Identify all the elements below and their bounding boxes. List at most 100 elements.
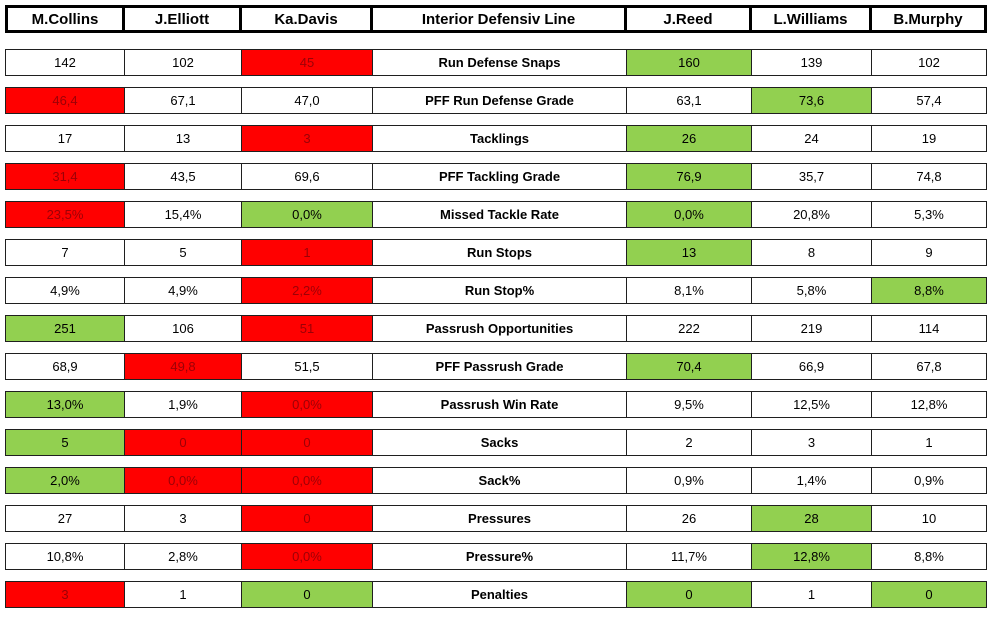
stat-value-cell: 0,0% bbox=[242, 201, 373, 228]
stat-label: Tacklings bbox=[373, 125, 627, 152]
stat-label: PFF Passrush Grade bbox=[373, 353, 627, 380]
stat-value-cell: 0 bbox=[242, 429, 373, 456]
stat-value-cell: 8,8% bbox=[872, 277, 987, 304]
stat-label: Passrush Opportunities bbox=[373, 315, 627, 342]
stat-value-cell: 160 bbox=[627, 49, 752, 76]
stat-value-cell: 4,9% bbox=[125, 277, 242, 304]
stat-value-cell: 142 bbox=[5, 49, 125, 76]
stat-value-cell: 102 bbox=[872, 49, 987, 76]
table-row-passrush-win-rate: 13,0% 1,9% 0,0% Passrush Win Rate 9,5% 1… bbox=[5, 391, 987, 418]
stat-value-cell: 3 bbox=[242, 125, 373, 152]
table-row-run-stop-pct: 4,9% 4,9% 2,2% Run Stop% 8,1% 5,8% 8,8% bbox=[5, 277, 987, 304]
stat-value-cell: 3 bbox=[752, 429, 872, 456]
stat-value-cell: 11,7% bbox=[627, 543, 752, 570]
stat-value-cell: 2 bbox=[627, 429, 752, 456]
stat-label: Run Stops bbox=[373, 239, 627, 266]
stat-value-cell: 4,9% bbox=[5, 277, 125, 304]
table-row-sacks: 5 0 0 Sacks 2 3 1 bbox=[5, 429, 987, 456]
stat-value-cell: 20,8% bbox=[752, 201, 872, 228]
stat-value-cell: 19 bbox=[872, 125, 987, 152]
stat-value-cell: 35,7 bbox=[752, 163, 872, 190]
stat-label: Penalties bbox=[373, 581, 627, 608]
stat-value-cell: 2,0% bbox=[5, 467, 125, 494]
stat-value-cell: 49,8 bbox=[125, 353, 242, 380]
header-row: M.Collins J.Elliott Ka.Davis Interior De… bbox=[5, 5, 987, 33]
stat-label: Run Stop% bbox=[373, 277, 627, 304]
table-row-passrush-opportunities: 251 106 51 Passrush Opportunities 222 21… bbox=[5, 315, 987, 342]
stat-value-cell: 73,6 bbox=[752, 87, 872, 114]
stat-value-cell: 31,4 bbox=[5, 163, 125, 190]
stat-value-cell: 106 bbox=[125, 315, 242, 342]
stat-value-cell: 5,8% bbox=[752, 277, 872, 304]
stat-label: Passrush Win Rate bbox=[373, 391, 627, 418]
stat-value-cell: 23,5% bbox=[5, 201, 125, 228]
stat-value-cell: 5 bbox=[125, 239, 242, 266]
stat-value-cell: 13 bbox=[627, 239, 752, 266]
stat-value-cell: 0 bbox=[242, 505, 373, 532]
column-header-b-murphy: B.Murphy bbox=[872, 5, 987, 33]
stat-value-cell: 222 bbox=[627, 315, 752, 342]
stat-value-cell: 76,9 bbox=[627, 163, 752, 190]
column-header-j-reed: J.Reed bbox=[627, 5, 752, 33]
stat-value-cell: 0,9% bbox=[872, 467, 987, 494]
stat-value-cell: 8,8% bbox=[872, 543, 987, 570]
table-row-pff-tackling-grade: 31,4 43,5 69,6 PFF Tackling Grade 76,9 3… bbox=[5, 163, 987, 190]
stat-value-cell: 27 bbox=[5, 505, 125, 532]
stat-value-cell: 8,1% bbox=[627, 277, 752, 304]
table-row-pff-passrush-grade: 68,9 49,8 51,5 PFF Passrush Grade 70,4 6… bbox=[5, 353, 987, 380]
stat-value-cell: 9 bbox=[872, 239, 987, 266]
stat-value-cell: 68,9 bbox=[5, 353, 125, 380]
stat-value-cell: 12,8% bbox=[752, 543, 872, 570]
stat-value-cell: 0 bbox=[627, 581, 752, 608]
stat-value-cell: 70,4 bbox=[627, 353, 752, 380]
stat-value-cell: 47,0 bbox=[242, 87, 373, 114]
stat-value-cell: 1 bbox=[242, 239, 373, 266]
column-header-ka-davis: Ka.Davis bbox=[242, 5, 373, 33]
stat-value-cell: 17 bbox=[5, 125, 125, 152]
column-header-j-elliott: J.Elliott bbox=[125, 5, 242, 33]
stat-value-cell: 10 bbox=[872, 505, 987, 532]
stat-value-cell: 69,6 bbox=[242, 163, 373, 190]
stat-value-cell: 0,0% bbox=[242, 467, 373, 494]
stat-value-cell: 219 bbox=[752, 315, 872, 342]
stat-label: PFF Tackling Grade bbox=[373, 163, 627, 190]
stat-value-cell: 114 bbox=[872, 315, 987, 342]
stat-value-cell: 26 bbox=[627, 505, 752, 532]
stat-value-cell: 1,4% bbox=[752, 467, 872, 494]
table-row-sack-pct: 2,0% 0,0% 0,0% Sack% 0,9% 1,4% 0,9% bbox=[5, 467, 987, 494]
stat-value-cell: 0,0% bbox=[242, 391, 373, 418]
stat-label: Pressure% bbox=[373, 543, 627, 570]
stat-label: Sacks bbox=[373, 429, 627, 456]
stat-value-cell: 9,5% bbox=[627, 391, 752, 418]
stat-value-cell: 0,0% bbox=[242, 543, 373, 570]
stat-value-cell: 15,4% bbox=[125, 201, 242, 228]
stat-value-cell: 10,8% bbox=[5, 543, 125, 570]
stat-value-cell: 5 bbox=[5, 429, 125, 456]
stat-value-cell: 13 bbox=[125, 125, 242, 152]
stat-value-cell: 63,1 bbox=[627, 87, 752, 114]
table-row-tacklings: 17 13 3 Tacklings 26 24 19 bbox=[5, 125, 987, 152]
stat-value-cell: 1 bbox=[752, 581, 872, 608]
stat-value-cell: 66,9 bbox=[752, 353, 872, 380]
stat-value-cell: 0 bbox=[872, 581, 987, 608]
stat-label: Sack% bbox=[373, 467, 627, 494]
stat-value-cell: 251 bbox=[5, 315, 125, 342]
table-row-pff-run-defense-grade: 46,4 67,1 47,0 PFF Run Defense Grade 63,… bbox=[5, 87, 987, 114]
stat-value-cell: 0,0% bbox=[125, 467, 242, 494]
stat-label: Missed Tackle Rate bbox=[373, 201, 627, 228]
stat-value-cell: 1 bbox=[872, 429, 987, 456]
stat-value-cell: 1 bbox=[125, 581, 242, 608]
stat-value-cell: 0 bbox=[125, 429, 242, 456]
stat-value-cell: 2,8% bbox=[125, 543, 242, 570]
stat-value-cell: 0,0% bbox=[627, 201, 752, 228]
stat-value-cell: 7 bbox=[5, 239, 125, 266]
column-header-l-williams: L.Williams bbox=[752, 5, 872, 33]
table-row-missed-tackle-rate: 23,5% 15,4% 0,0% Missed Tackle Rate 0,0%… bbox=[5, 201, 987, 228]
stat-value-cell: 45 bbox=[242, 49, 373, 76]
table-row-run-stops: 7 5 1 Run Stops 13 8 9 bbox=[5, 239, 987, 266]
stat-label: Run Defense Snaps bbox=[373, 49, 627, 76]
stat-value-cell: 51 bbox=[242, 315, 373, 342]
stat-label: Pressures bbox=[373, 505, 627, 532]
stat-value-cell: 12,5% bbox=[752, 391, 872, 418]
